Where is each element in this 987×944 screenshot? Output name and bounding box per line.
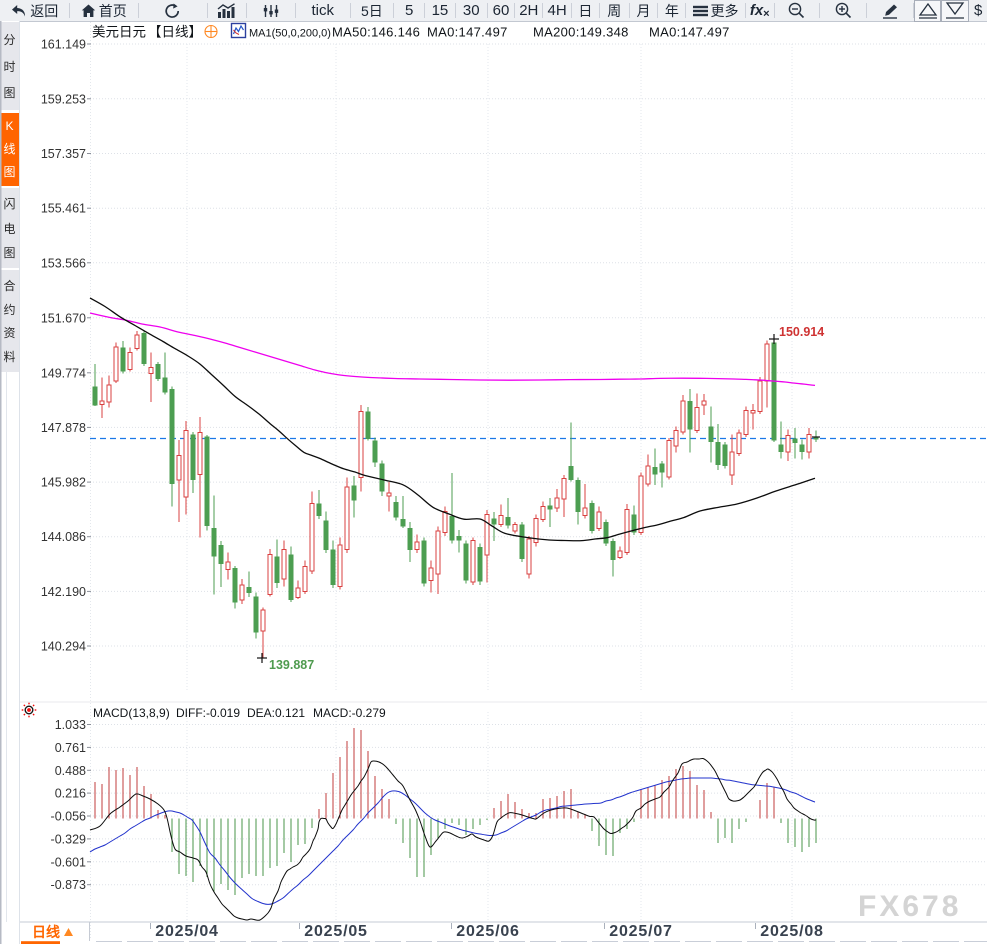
svg-text:161.149: 161.149 — [41, 38, 86, 52]
svg-text:【日线】: 【日线】 — [148, 25, 202, 40]
svg-text:-0.329: -0.329 — [51, 832, 86, 846]
svg-text:DEA:0.121: DEA:0.121 — [247, 706, 305, 720]
svg-text:美元日元: 美元日元 — [92, 25, 146, 40]
svg-text:155.461: 155.461 — [41, 202, 86, 216]
svg-text:157.357: 157.357 — [41, 147, 86, 161]
svg-text:2025/07: 2025/07 — [609, 923, 672, 940]
svg-text:147.878: 147.878 — [41, 421, 86, 435]
svg-text:MA0:147.497: MA0:147.497 — [427, 25, 508, 40]
svg-text:MACD:-0.279: MACD:-0.279 — [313, 706, 386, 720]
svg-text:145.982: 145.982 — [41, 476, 86, 490]
svg-text:0.488: 0.488 — [55, 764, 86, 778]
svg-text:2025/05: 2025/05 — [304, 923, 367, 940]
svg-text:MA0:147.497: MA0:147.497 — [649, 25, 730, 40]
svg-text:150.914: 150.914 — [779, 325, 824, 339]
svg-text:151.670: 151.670 — [41, 311, 86, 325]
svg-text:DIFF:-0.019: DIFF:-0.019 — [176, 706, 240, 720]
svg-text:MACD(13,8,9): MACD(13,8,9) — [93, 706, 170, 720]
svg-text:日线: 日线 — [32, 924, 60, 940]
svg-text:140.294: 140.294 — [41, 640, 86, 654]
svg-text:-0.873: -0.873 — [51, 878, 86, 892]
svg-text:2025/06: 2025/06 — [456, 923, 519, 940]
svg-text:2025/04: 2025/04 — [155, 923, 218, 940]
svg-text:159.253: 159.253 — [41, 92, 86, 106]
svg-text:2025/08: 2025/08 — [760, 923, 823, 940]
svg-text:-0.056: -0.056 — [51, 810, 86, 824]
svg-text:0.761: 0.761 — [55, 741, 86, 755]
svg-text:MA50:146.146: MA50:146.146 — [332, 25, 420, 40]
svg-text:MA200:149.348: MA200:149.348 — [533, 25, 629, 40]
svg-text:142.190: 142.190 — [41, 585, 86, 599]
svg-text:149.774: 149.774 — [41, 366, 86, 380]
svg-text:1.033: 1.033 — [55, 718, 86, 732]
svg-text:0.216: 0.216 — [55, 787, 86, 801]
svg-text:144.086: 144.086 — [41, 530, 86, 544]
svg-text:139.887: 139.887 — [269, 658, 314, 672]
svg-text:-0.601: -0.601 — [51, 855, 86, 869]
svg-text:153.566: 153.566 — [41, 256, 86, 270]
svg-text:FX678: FX678 — [858, 890, 961, 923]
svg-text:MA1(50,0,200,0): MA1(50,0,200,0) — [249, 28, 331, 40]
